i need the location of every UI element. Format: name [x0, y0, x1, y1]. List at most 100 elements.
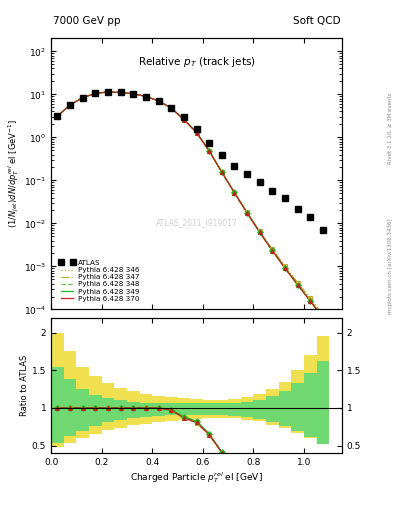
Pythia 6.428 347: [80, 95, 85, 101]
Pythia 6.428 370: [283, 265, 287, 271]
ATLAS: [55, 113, 60, 119]
Pythia 6.428 370: [245, 210, 250, 216]
Pythia 6.428 349: [169, 105, 174, 111]
Pythia 6.428 346: [283, 263, 287, 269]
Pythia 6.428 349: [93, 91, 98, 97]
Pythia 6.428 348: [169, 105, 174, 111]
Pythia 6.428 346: [131, 91, 136, 97]
Pythia 6.428 349: [232, 189, 237, 196]
Pythia 6.428 348: [55, 113, 60, 119]
Pythia 6.428 349: [257, 229, 262, 235]
ATLAS: [194, 125, 199, 132]
Pythia 6.428 346: [295, 280, 300, 286]
Line: Pythia 6.428 370: Pythia 6.428 370: [57, 92, 323, 318]
Y-axis label: $(1/N_{jet})dN/dp^{rel}_T$ el [GeV$^{-1}$]: $(1/N_{jet})dN/dp^{rel}_T$ el [GeV$^{-1}…: [7, 119, 21, 228]
ATLAS: [283, 196, 287, 202]
Pythia 6.428 346: [321, 312, 325, 318]
Pythia 6.428 348: [156, 98, 161, 104]
Pythia 6.428 348: [283, 265, 287, 271]
Line: Pythia 6.428 346: Pythia 6.428 346: [57, 92, 323, 315]
Pythia 6.428 346: [80, 95, 85, 101]
Pythia 6.428 346: [156, 98, 161, 104]
Pythia 6.428 347: [295, 280, 300, 286]
Text: Soft QCD: Soft QCD: [294, 15, 341, 26]
Pythia 6.428 370: [257, 229, 262, 236]
ATLAS: [106, 89, 110, 95]
Text: ATLAS_2011_I919017: ATLAS_2011_I919017: [156, 218, 237, 227]
Line: Pythia 6.428 349: Pythia 6.428 349: [57, 92, 323, 317]
Pythia 6.428 348: [295, 282, 300, 288]
Pythia 6.428 346: [68, 102, 72, 108]
Pythia 6.428 348: [194, 130, 199, 136]
Pythia 6.428 346: [55, 113, 60, 119]
Pythia 6.428 346: [219, 169, 224, 175]
Pythia 6.428 348: [232, 189, 237, 196]
Pythia 6.428 347: [321, 312, 325, 318]
Pythia 6.428 347: [156, 98, 161, 104]
Pythia 6.428 349: [80, 95, 85, 101]
Y-axis label: Ratio to ATLAS: Ratio to ATLAS: [20, 355, 29, 416]
Line: ATLAS: ATLAS: [55, 89, 326, 233]
Pythia 6.428 370: [55, 113, 60, 119]
Pythia 6.428 346: [169, 105, 174, 111]
Pythia 6.428 346: [182, 116, 186, 122]
Pythia 6.428 347: [257, 228, 262, 234]
Pythia 6.428 346: [93, 91, 98, 97]
ATLAS: [182, 114, 186, 120]
ATLAS: [143, 94, 148, 100]
Pythia 6.428 346: [106, 89, 110, 95]
Pythia 6.428 349: [68, 102, 72, 108]
Pythia 6.428 370: [156, 98, 161, 104]
Pythia 6.428 349: [143, 94, 148, 100]
Text: 7000 GeV pp: 7000 GeV pp: [53, 15, 121, 26]
Pythia 6.428 348: [143, 94, 148, 100]
Pythia 6.428 349: [182, 116, 186, 122]
ATLAS: [93, 91, 98, 97]
Pythia 6.428 349: [308, 298, 313, 304]
ATLAS: [207, 140, 211, 146]
Text: mcplots.cern.ch [arXiv:1306.3436]: mcplots.cern.ch [arXiv:1306.3436]: [388, 219, 393, 314]
Pythia 6.428 370: [308, 298, 313, 304]
Text: Relative $p_T$ (track jets): Relative $p_T$ (track jets): [138, 55, 255, 69]
Pythia 6.428 349: [55, 113, 60, 119]
Pythia 6.428 348: [80, 95, 85, 101]
Pythia 6.428 348: [182, 116, 186, 122]
Pythia 6.428 349: [295, 282, 300, 288]
Pythia 6.428 346: [143, 94, 148, 100]
Pythia 6.428 347: [182, 116, 186, 122]
ATLAS: [257, 179, 262, 185]
Pythia 6.428 347: [219, 169, 224, 175]
Pythia 6.428 348: [245, 210, 250, 216]
Pythia 6.428 347: [245, 209, 250, 216]
Pythia 6.428 346: [207, 148, 211, 154]
Line: Pythia 6.428 348: Pythia 6.428 348: [57, 92, 323, 318]
Pythia 6.428 347: [194, 130, 199, 136]
Pythia 6.428 370: [270, 248, 275, 254]
Pythia 6.428 349: [245, 209, 250, 216]
Pythia 6.428 349: [194, 129, 199, 135]
ATLAS: [156, 98, 161, 104]
Line: Pythia 6.428 347: Pythia 6.428 347: [57, 92, 323, 315]
Pythia 6.428 347: [169, 105, 174, 111]
Pythia 6.428 348: [321, 315, 325, 321]
Pythia 6.428 347: [106, 89, 110, 95]
Pythia 6.428 347: [55, 113, 60, 119]
Pythia 6.428 347: [118, 90, 123, 96]
Pythia 6.428 347: [308, 295, 313, 302]
Pythia 6.428 349: [156, 98, 161, 104]
Pythia 6.428 346: [245, 209, 250, 216]
Pythia 6.428 348: [257, 229, 262, 236]
Pythia 6.428 347: [93, 91, 98, 97]
Pythia 6.428 348: [93, 91, 98, 97]
Pythia 6.428 370: [232, 190, 237, 196]
Pythia 6.428 370: [207, 148, 211, 154]
ATLAS: [232, 163, 237, 169]
Pythia 6.428 348: [131, 91, 136, 97]
Pythia 6.428 346: [308, 295, 313, 302]
Pythia 6.428 347: [283, 263, 287, 269]
Pythia 6.428 370: [321, 315, 325, 321]
Pythia 6.428 347: [131, 91, 136, 97]
Pythia 6.428 346: [257, 228, 262, 234]
Pythia 6.428 346: [270, 246, 275, 252]
Pythia 6.428 347: [270, 246, 275, 252]
